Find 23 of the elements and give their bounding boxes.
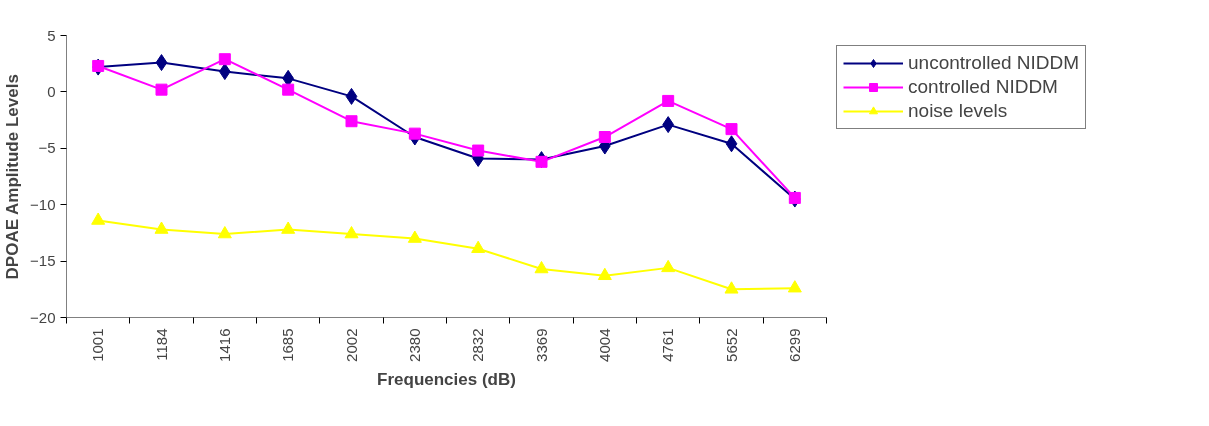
x-tick-label: 5652 xyxy=(722,328,740,362)
y-tick-label: 0 xyxy=(47,82,56,100)
y-tick-label: −20 xyxy=(30,308,56,326)
x-tick-label: 1416 xyxy=(215,328,233,362)
legend-label: uncontrolled NIDDM xyxy=(908,52,1080,74)
x-tick-label: 1184 xyxy=(152,328,170,361)
x-tick-label: 4004 xyxy=(595,328,613,362)
y-tick-label: −15 xyxy=(30,252,56,270)
x-tick-label: 3369 xyxy=(532,328,550,362)
x-tick-label: 1001 xyxy=(89,328,107,362)
y-tick-label: 5 xyxy=(47,26,56,44)
y-tick-label: −5 xyxy=(38,139,56,157)
x-tick-label: 6299 xyxy=(785,328,803,362)
x-tick-label: 1685 xyxy=(279,328,297,362)
x-tick-label: 2832 xyxy=(469,328,487,362)
x-tick-label: 2002 xyxy=(342,328,360,362)
legend-label: controlled NIDDM xyxy=(908,76,1058,98)
x-axis-title: Frequencies (dB) xyxy=(377,369,516,389)
y-tick-label: −10 xyxy=(30,195,56,213)
legend-label: noise levels xyxy=(908,100,1008,122)
x-tick-label: 2380 xyxy=(405,328,423,362)
x-tick-label: 4761 xyxy=(659,328,677,362)
y-axis-title: DPOAE Amplitude Levels xyxy=(3,74,23,280)
